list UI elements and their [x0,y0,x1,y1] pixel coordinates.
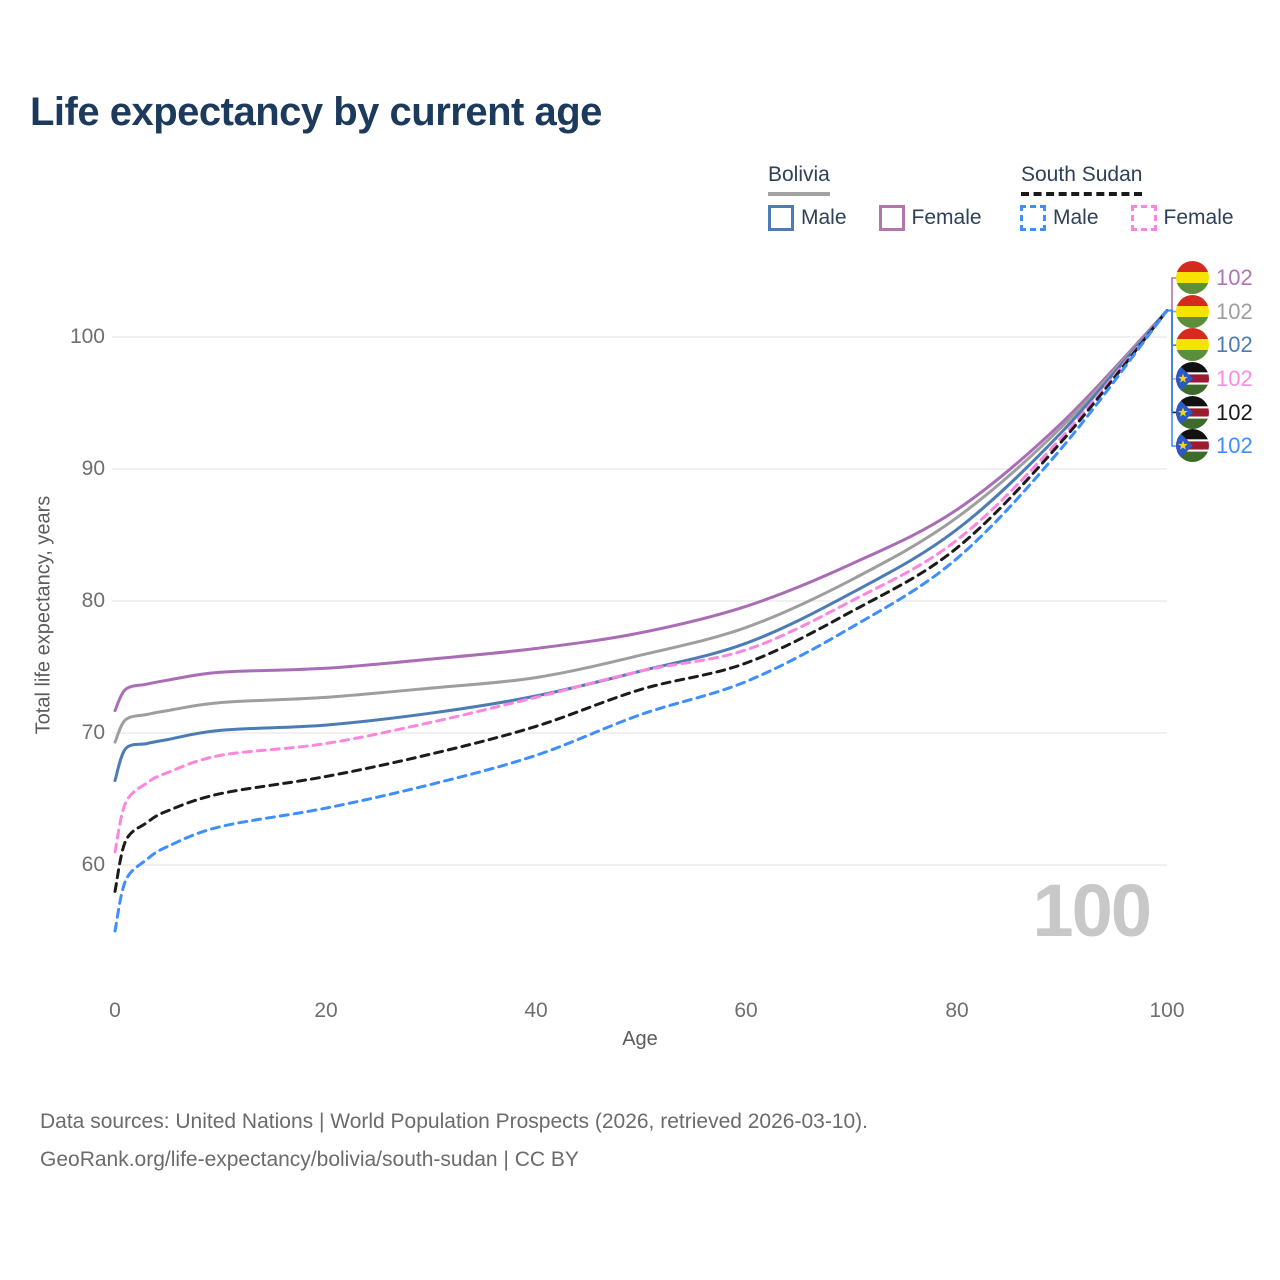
y-tick-60: 60 [81,853,105,876]
end-value: 102 [1216,264,1253,290]
y-tick-80: 80 [81,589,105,612]
bolivia-flag-icon [1176,328,1209,361]
end-value: 102 [1216,365,1253,391]
legend-label-south-sudan-male: Male [1053,206,1099,229]
end-label-bolivia-both: 102 [1176,295,1253,328]
bolivia-flag-icon [1176,295,1209,328]
series-line-bolivia-male [113,309,1169,782]
series-line-bolivia-female [113,309,1169,713]
x-axis-title: Age [622,1028,658,1050]
series-line-south-sudan-female [113,309,1169,854]
y-tick-70: 70 [81,721,105,744]
bolivia-flag-icon [1176,261,1209,294]
south-sudan-flag-icon [1176,429,1209,462]
x-tick-80: 80 [945,999,969,1022]
end-value: 102 [1216,331,1253,357]
x-tick-60: 60 [734,999,758,1022]
data-sources-text: Data sources: United Nations | World Pop… [40,1110,869,1133]
end-label-connector [1167,309,1177,447]
end-label-bolivia-female: 102 [1176,261,1253,294]
y-axis-title: Total life expectancy, years [32,495,55,735]
series-line-south-sudan-male [113,309,1169,933]
end-value: 102 [1216,399,1253,425]
legend-group-bolivia: Bolivia [768,163,830,196]
y-tick-100: 100 [69,325,105,348]
attribution-link-text: GeoRank.org/life-expectancy/bolivia/sout… [40,1148,579,1171]
legend-label-bolivia-female: Female [911,206,982,229]
legend-label-south-sudan-female: Female [1163,206,1234,229]
bolivia-male-swatch-icon [768,205,794,231]
south-sudan-male-swatch-icon [1020,205,1046,231]
south-sudan-female-swatch-icon [1130,205,1157,231]
x-tick-40: 40 [524,999,548,1022]
legend-group-south-sudan: South Sudan [1021,163,1143,196]
x-tick-0: 0 [109,999,121,1022]
chart-title: Life expectancy by current age [30,90,602,134]
south-sudan-flag-icon [1176,396,1209,429]
end-label-bolivia-male: 102 [1176,328,1253,361]
end-value: 102 [1216,298,1253,324]
legend-row-bolivia: Male Female [768,205,982,231]
end-label-south-sudan-male: 102 [1176,429,1253,462]
end-value: 102 [1216,432,1253,458]
series-line-bolivia-both-sexes [113,309,1169,744]
bolivia-female-swatch-icon [878,205,905,231]
south-sudan-flag-icon [1176,362,1209,395]
end-label-south-sudan-both: 102 [1176,396,1253,429]
x-tick-100: 100 [1149,999,1185,1022]
legend-row-south-sudan: Male Female [1020,205,1234,231]
x-tick-20: 20 [314,999,338,1022]
series-line-south-sudan-both-sexes [113,309,1169,893]
end-label-south-sudan-female: 102 [1176,362,1253,395]
y-tick-90: 90 [81,457,105,480]
age-frame-watermark: 100 [1032,869,1152,952]
legend-label-bolivia-male: Male [801,206,847,229]
